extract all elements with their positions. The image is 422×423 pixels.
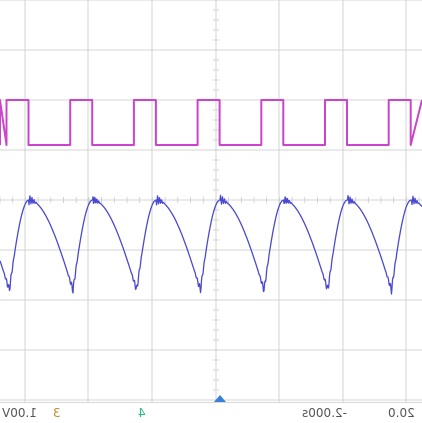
time-per-division-label: 20.0 <box>388 406 415 420</box>
timebase-offset-label: -2.000s <box>302 406 347 420</box>
status-bar: 1.00V 3 4 -2.000s 20.0 <box>0 402 422 423</box>
ramp-wave-trace <box>0 194 422 295</box>
channel-4-marker: 4 <box>138 406 146 420</box>
channel-scale-label: 1.00V <box>2 406 37 420</box>
channel-3-marker: 3 <box>53 406 61 420</box>
graticule <box>0 0 422 402</box>
square-wave-trace <box>0 99 422 146</box>
scope-display <box>0 0 422 402</box>
trigger-position-icon[interactable] <box>214 395 226 402</box>
